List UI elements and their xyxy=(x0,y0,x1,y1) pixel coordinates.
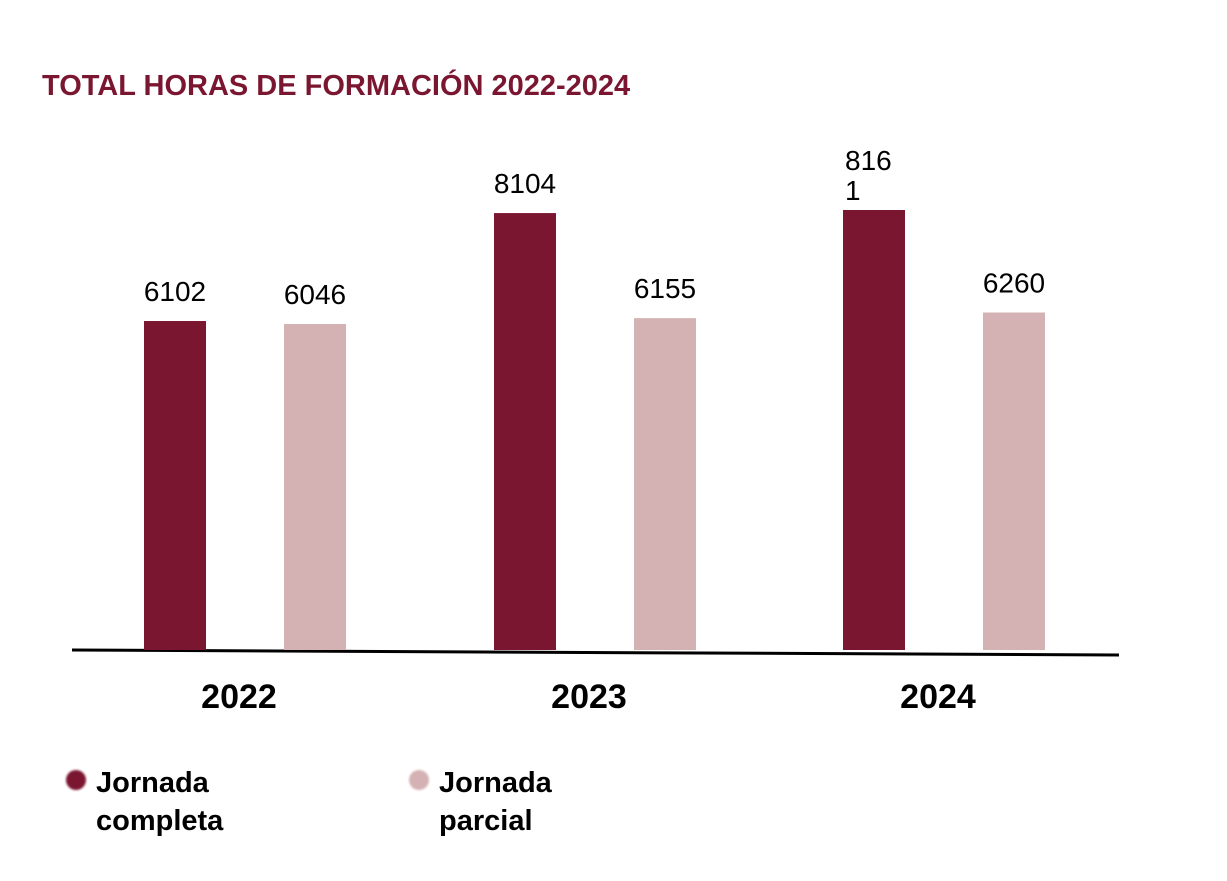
x-axis-line xyxy=(71,648,1120,657)
bar-parcial-2022 xyxy=(284,324,346,650)
legend-label-jornada-parcial: Jornada parcial xyxy=(439,767,552,837)
data-label-completa-2024: 816 1 xyxy=(845,145,892,206)
data-label-completa-2023: 8104 xyxy=(494,168,556,199)
x-tick-label-2023: 2023 xyxy=(551,678,627,716)
bar-completa-2023 xyxy=(494,213,556,650)
bar-completa-2022 xyxy=(144,321,206,650)
data-label-parcial-2023: 6155 xyxy=(634,273,696,304)
legend-item-jornada-parcial: Jornada parcial xyxy=(409,764,589,840)
legend-swatch-jornada-completa xyxy=(66,770,86,790)
data-label-parcial-2022: 6046 xyxy=(284,279,346,310)
legend-label-jornada-completa: Jornada completa xyxy=(96,767,224,837)
data-label-completa-2022: 6102 xyxy=(144,276,206,307)
data-label-parcial-2024: 6260 xyxy=(983,267,1045,298)
x-tick-label-2022: 2022 xyxy=(201,678,277,716)
bar-chart: 6102 6046 2022 8104 6155 2023 816 1 6260 2024 xyxy=(71,145,1120,716)
legend-swatch-jornada-parcial xyxy=(409,770,429,790)
bar-parcial-2023 xyxy=(634,318,696,650)
x-tick-label-2024: 2024 xyxy=(900,678,976,716)
bar-parcial-2024 xyxy=(983,312,1045,650)
legend-item-jornada-completa: Jornada completa xyxy=(66,764,246,840)
chart-title: TOTAL HORAS DE FORMACIÓN 2022-2024 xyxy=(42,70,631,102)
bar-completa-2024 xyxy=(843,210,905,650)
